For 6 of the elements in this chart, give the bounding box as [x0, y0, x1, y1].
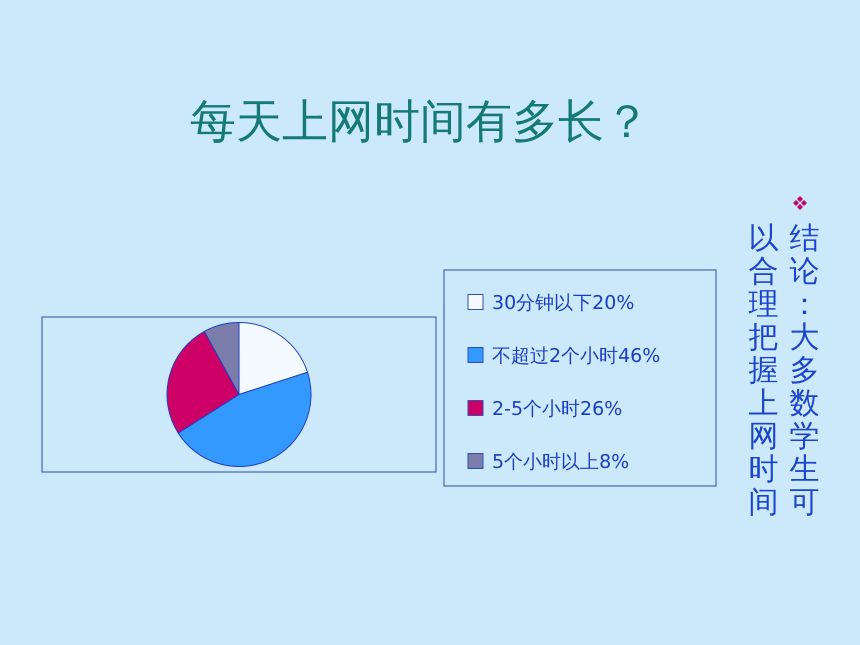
legend-label: 5个小时以上8%: [492, 451, 630, 473]
legend-label: 30分钟以下20%: [492, 292, 634, 314]
text: 结论：大多数学生可以合理把握上网时间: [748, 221, 820, 520]
legend-label: 不超过2个小时46%: [492, 345, 660, 367]
chart-title: 每天上网时间有多长？: [190, 96, 650, 147]
legend-label: 2-5个小时26%: [492, 398, 622, 420]
